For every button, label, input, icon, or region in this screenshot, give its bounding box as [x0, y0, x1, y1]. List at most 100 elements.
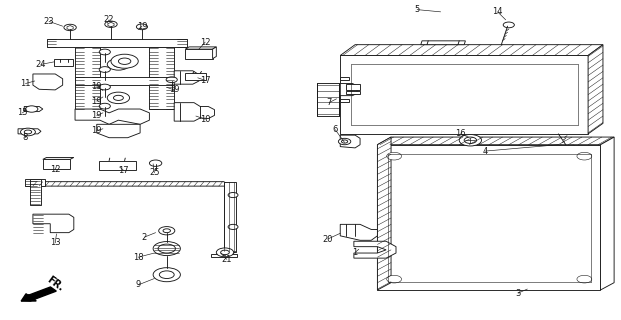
Circle shape [342, 140, 348, 143]
Circle shape [114, 62, 124, 67]
Circle shape [216, 248, 233, 257]
Circle shape [119, 58, 131, 64]
Circle shape [577, 275, 592, 283]
Polygon shape [174, 71, 199, 84]
Polygon shape [317, 83, 339, 116]
Circle shape [107, 92, 130, 104]
Polygon shape [340, 224, 378, 240]
Circle shape [24, 130, 32, 134]
Text: 14: 14 [492, 7, 503, 16]
Text: 17: 17 [200, 76, 211, 85]
Circle shape [153, 268, 180, 282]
Polygon shape [43, 159, 70, 169]
Circle shape [560, 143, 574, 150]
Text: FR.: FR. [45, 275, 66, 293]
Polygon shape [378, 137, 614, 145]
Text: 10: 10 [200, 115, 211, 124]
Text: 3: 3 [515, 289, 521, 298]
Text: 17: 17 [118, 166, 129, 175]
Polygon shape [212, 47, 216, 59]
Circle shape [387, 152, 402, 160]
Text: 5: 5 [414, 5, 420, 14]
Text: 12: 12 [50, 165, 60, 174]
Text: 6: 6 [333, 125, 338, 134]
Text: 11: 11 [20, 79, 30, 88]
Text: 19: 19 [91, 82, 102, 91]
Circle shape [166, 77, 177, 83]
Circle shape [137, 24, 148, 30]
Polygon shape [588, 45, 603, 134]
Text: 22: 22 [104, 15, 114, 24]
Text: 13: 13 [50, 238, 60, 247]
Polygon shape [421, 41, 465, 45]
Polygon shape [185, 73, 206, 80]
Circle shape [228, 193, 238, 197]
Polygon shape [67, 26, 73, 30]
Circle shape [99, 49, 111, 55]
Circle shape [160, 271, 174, 278]
Polygon shape [33, 74, 63, 90]
Text: 8: 8 [23, 133, 28, 142]
Polygon shape [378, 137, 391, 290]
Polygon shape [340, 55, 588, 134]
Polygon shape [150, 47, 174, 109]
Polygon shape [75, 77, 174, 85]
Polygon shape [54, 59, 73, 66]
Bar [347, 91, 360, 94]
Circle shape [459, 134, 481, 146]
Circle shape [20, 128, 35, 136]
Polygon shape [601, 137, 614, 290]
Circle shape [99, 84, 111, 90]
Polygon shape [378, 145, 601, 290]
Text: 4: 4 [483, 147, 488, 156]
Text: 24: 24 [36, 60, 46, 69]
Text: 16: 16 [455, 129, 466, 138]
Polygon shape [340, 99, 349, 102]
Circle shape [25, 106, 38, 112]
Text: 25: 25 [149, 168, 160, 177]
Text: 19: 19 [91, 97, 102, 106]
Polygon shape [18, 129, 41, 134]
Polygon shape [75, 109, 150, 124]
Polygon shape [47, 39, 186, 47]
Polygon shape [216, 252, 224, 256]
Polygon shape [216, 252, 236, 256]
Text: 1: 1 [353, 248, 358, 257]
Polygon shape [24, 107, 43, 112]
Circle shape [387, 275, 402, 283]
Text: 20: 20 [322, 235, 333, 244]
Polygon shape [75, 47, 100, 109]
Polygon shape [99, 161, 136, 170]
Circle shape [577, 152, 592, 160]
Text: 19: 19 [169, 85, 179, 94]
Polygon shape [30, 179, 41, 204]
Polygon shape [97, 124, 140, 138]
Text: 2: 2 [142, 233, 147, 242]
Text: 21: 21 [222, 255, 232, 264]
Polygon shape [340, 76, 349, 80]
Polygon shape [354, 241, 396, 258]
Polygon shape [33, 214, 74, 233]
Circle shape [107, 59, 130, 70]
Circle shape [228, 224, 238, 229]
Circle shape [163, 229, 171, 233]
Text: 12: 12 [200, 38, 211, 47]
Circle shape [111, 54, 138, 68]
Circle shape [503, 22, 514, 28]
Circle shape [105, 21, 117, 28]
Circle shape [158, 244, 175, 253]
Circle shape [99, 67, 111, 72]
Circle shape [99, 103, 111, 109]
Polygon shape [185, 47, 216, 49]
Text: 15: 15 [17, 108, 27, 117]
Polygon shape [43, 157, 74, 159]
Circle shape [159, 227, 175, 235]
Text: 23: 23 [43, 17, 54, 26]
Circle shape [220, 250, 229, 255]
Polygon shape [340, 45, 603, 55]
Text: 9: 9 [135, 280, 141, 289]
Circle shape [114, 95, 124, 100]
Text: 18: 18 [133, 253, 143, 262]
Circle shape [150, 160, 162, 166]
Polygon shape [174, 103, 214, 121]
